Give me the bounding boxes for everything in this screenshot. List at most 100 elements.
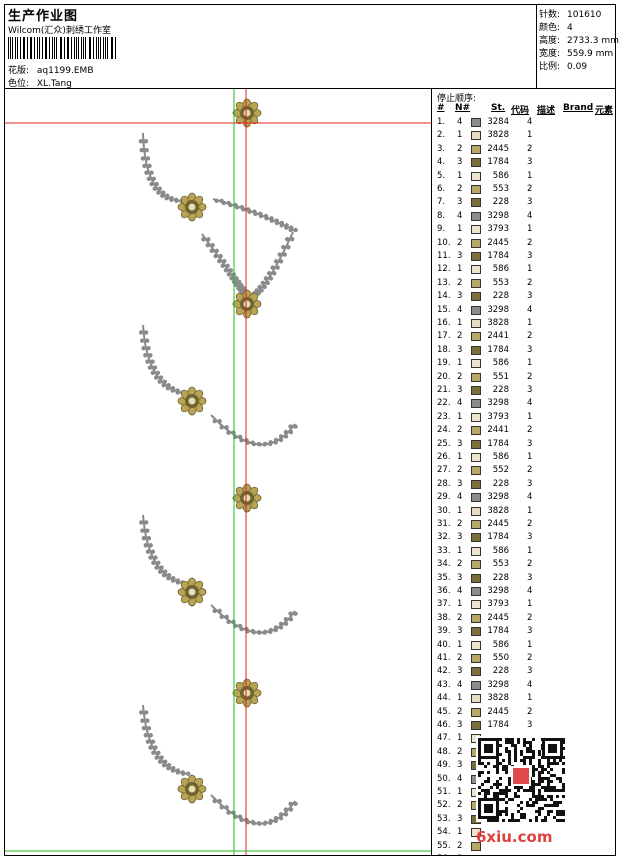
leaf-icon bbox=[279, 223, 284, 228]
qr-module bbox=[517, 738, 520, 741]
row-needle: 3 bbox=[457, 572, 463, 583]
qr-module bbox=[562, 819, 565, 822]
leaf-icon bbox=[223, 268, 229, 273]
color-swatch bbox=[471, 319, 481, 328]
table-row: 16. 1 3828 1 bbox=[433, 318, 617, 331]
leaf-icon bbox=[257, 284, 262, 290]
flower-core bbox=[188, 588, 196, 596]
qr-module bbox=[532, 792, 535, 795]
row-stop: 3 bbox=[527, 532, 533, 543]
row-needle: 3 bbox=[457, 626, 463, 637]
qr-module bbox=[505, 738, 508, 741]
row-stop: 4 bbox=[527, 398, 533, 409]
leaf-icon bbox=[150, 549, 156, 554]
row-index: 7. bbox=[437, 197, 446, 208]
row-needle: 2 bbox=[457, 331, 463, 342]
color-swatch bbox=[471, 252, 481, 261]
qr-module bbox=[523, 744, 526, 747]
barcode-bar bbox=[24, 37, 25, 59]
row-stop: 3 bbox=[527, 251, 533, 261]
leaf-icon bbox=[210, 242, 215, 248]
barcode-bar bbox=[55, 37, 57, 59]
row-code: 228 bbox=[492, 478, 509, 489]
leaf-icon bbox=[253, 211, 258, 217]
leaf-icon bbox=[270, 265, 275, 270]
table-row: 17. 2 2441 2 bbox=[433, 331, 617, 344]
qr-module bbox=[523, 816, 526, 819]
qr-module bbox=[478, 792, 481, 795]
table-row: 41. 2 550 2 bbox=[433, 653, 617, 666]
qr-module bbox=[541, 786, 544, 789]
qr-module bbox=[562, 741, 565, 744]
qr-module bbox=[538, 792, 541, 795]
leaf-icon bbox=[289, 237, 295, 242]
table-row: 8. 4 3298 4 bbox=[433, 211, 617, 224]
leaf-icon bbox=[263, 276, 269, 281]
row-index: 48. bbox=[437, 746, 451, 757]
qr-module bbox=[559, 780, 562, 783]
leaf-icon bbox=[239, 438, 244, 443]
qr-module bbox=[505, 807, 508, 810]
row-code: 2445 bbox=[487, 237, 509, 248]
leaf-icon bbox=[156, 560, 161, 566]
leaf-icon bbox=[144, 338, 150, 343]
leaf-icon bbox=[228, 268, 234, 273]
leaf-icon bbox=[217, 608, 222, 614]
leaf-icon bbox=[288, 227, 293, 233]
leaf-icon bbox=[146, 726, 152, 731]
row-index: 22. bbox=[437, 398, 451, 409]
row-stop: 1 bbox=[527, 599, 533, 610]
color-swatch bbox=[471, 305, 481, 315]
qr-module bbox=[520, 750, 523, 753]
qr-module bbox=[478, 786, 481, 789]
row-code: 1784 bbox=[487, 251, 509, 261]
row-stop: 3 bbox=[527, 291, 533, 302]
leaf-icon bbox=[152, 365, 158, 370]
leaf-icon bbox=[263, 820, 268, 825]
leaf-icon bbox=[225, 263, 230, 269]
production-sheet: 生产作业图 Wilcom(汇众)刺绣工作室 花版: aq1199.EMB 色位:… bbox=[4, 4, 619, 856]
barcode-bar bbox=[114, 37, 116, 59]
qr-module bbox=[505, 741, 508, 744]
row-index: 51. bbox=[437, 787, 451, 797]
qr-module bbox=[520, 753, 523, 756]
color-swatch bbox=[471, 573, 481, 583]
row-index: 46. bbox=[437, 720, 451, 730]
leaf-icon bbox=[259, 288, 264, 293]
design-preview bbox=[5, 89, 432, 855]
qr-module bbox=[541, 807, 544, 810]
qr-module bbox=[508, 759, 511, 762]
qr-module bbox=[496, 762, 499, 765]
row-needle: 3 bbox=[457, 438, 463, 449]
qr-module bbox=[520, 801, 523, 804]
table-row: 26. 1 586 1 bbox=[433, 452, 617, 465]
qr-module bbox=[523, 789, 526, 792]
color-swatch bbox=[471, 185, 481, 194]
qr-module bbox=[550, 804, 553, 807]
table-row: 46. 3 1784 3 bbox=[433, 720, 617, 733]
qr-module bbox=[481, 771, 484, 774]
leaf-icon bbox=[139, 148, 144, 153]
stat-value: 4 bbox=[567, 23, 573, 33]
leaf-icon bbox=[234, 276, 239, 281]
row-code: 3298 bbox=[487, 679, 509, 690]
qr-module bbox=[505, 792, 508, 795]
row-index: 36. bbox=[437, 586, 451, 596]
leaf-icon bbox=[164, 195, 169, 201]
qr-module bbox=[508, 753, 511, 756]
row-code: 1784 bbox=[487, 157, 509, 168]
leaf-icon bbox=[251, 630, 257, 635]
color-line: 色位: XL.Tang bbox=[8, 76, 72, 89]
qr-module bbox=[505, 795, 508, 798]
qr-module bbox=[499, 813, 502, 816]
leaf-icon bbox=[278, 434, 284, 439]
row-stop: 2 bbox=[527, 653, 533, 663]
qr-module bbox=[532, 801, 535, 804]
qr-module bbox=[508, 750, 511, 753]
qr-module bbox=[517, 810, 520, 813]
qr-module bbox=[514, 744, 517, 747]
row-index: 10. bbox=[437, 237, 451, 248]
stats-panel: 针数: 101610 颜色: 4 高度: 2733.3 mm 宽度: 559.9 mm … bbox=[537, 5, 619, 89]
row-code: 3284 bbox=[487, 117, 509, 127]
qr-module bbox=[535, 798, 538, 801]
